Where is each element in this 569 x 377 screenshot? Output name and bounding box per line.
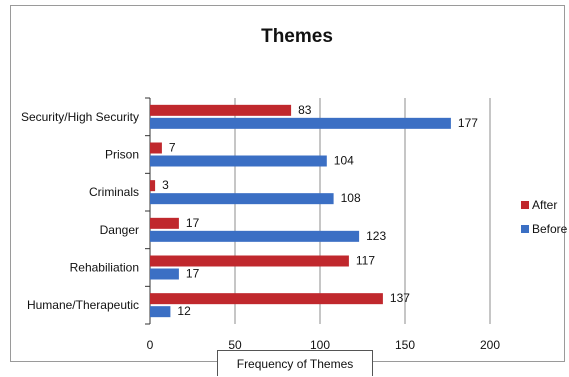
x-tick-label: 200 bbox=[480, 338, 500, 352]
category-label: Prison bbox=[105, 148, 139, 162]
bar-after bbox=[150, 180, 156, 192]
gridlines bbox=[145, 97, 491, 325]
bar-before bbox=[150, 306, 171, 318]
bar-before bbox=[150, 230, 360, 242]
bar-after bbox=[150, 293, 383, 305]
data-label: 17 bbox=[186, 267, 200, 281]
x-tick-label: 50 bbox=[228, 338, 242, 352]
category-label: Criminals bbox=[89, 185, 139, 199]
bar-after bbox=[150, 255, 349, 267]
x-tick-label: 0 bbox=[147, 338, 154, 352]
data-label: 117 bbox=[356, 254, 375, 268]
bar-after bbox=[150, 104, 292, 116]
bar-after bbox=[150, 217, 179, 229]
data-label: 17 bbox=[186, 216, 200, 230]
category-label: Danger bbox=[100, 223, 139, 237]
data-label: 83 bbox=[298, 103, 312, 117]
data-label: 108 bbox=[341, 191, 361, 205]
data-label: 137 bbox=[390, 291, 410, 305]
legend-swatch-after bbox=[521, 201, 529, 209]
x-tick-labels: 0 50 100 150 200 bbox=[147, 338, 501, 352]
bar-before bbox=[150, 268, 179, 280]
data-labels: 83 177 7 104 3 108 17 123 117 17 137 12 bbox=[162, 103, 478, 318]
x-tick-label: 100 bbox=[310, 338, 330, 352]
x-tick-label: 150 bbox=[395, 338, 415, 352]
category-label: Humane/Therapeutic bbox=[27, 298, 139, 312]
legend-label-after: After bbox=[532, 198, 557, 212]
data-label: 177 bbox=[458, 116, 478, 130]
data-label: 12 bbox=[177, 304, 191, 318]
chart-title: Themes bbox=[261, 26, 333, 47]
data-label: 7 bbox=[169, 141, 176, 155]
data-label: 123 bbox=[366, 229, 386, 243]
legend-label-before: Before bbox=[532, 222, 568, 236]
bar-after bbox=[150, 142, 162, 154]
legend-swatch-before bbox=[521, 225, 529, 233]
bars bbox=[150, 104, 451, 318]
category-labels: Security/High Security Prison Criminals Dan… bbox=[21, 110, 139, 312]
data-label: 104 bbox=[334, 154, 354, 168]
category-label: Security/High Security bbox=[21, 110, 139, 124]
category-label: Rehabiliation bbox=[70, 261, 139, 275]
x-axis-title: Frequency of Themes bbox=[217, 350, 373, 376]
bar-before bbox=[150, 193, 334, 205]
bar-before bbox=[150, 117, 451, 129]
bar-before bbox=[150, 155, 327, 167]
legend: After Before bbox=[521, 198, 568, 236]
data-label: 3 bbox=[162, 178, 169, 192]
